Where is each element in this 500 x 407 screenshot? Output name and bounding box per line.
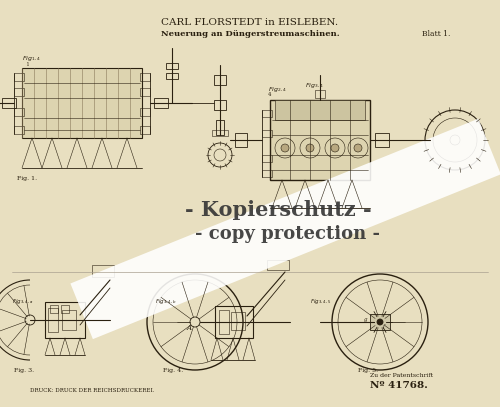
Text: Fig. 3.: Fig. 3.	[14, 368, 34, 373]
Bar	[140, 73, 150, 81]
Text: DRUCK: DRUCK DER REICHSDRUCKEREI.: DRUCK: DRUCK DER REICHSDRUCKEREI.	[30, 388, 154, 393]
Bar	[214, 75, 226, 85]
FancyBboxPatch shape	[70, 119, 500, 339]
Text: $Fig_{3,4}$: $Fig_{3,4}$	[305, 82, 324, 90]
Bar	[2, 98, 16, 108]
Text: $Fig_{2,4}$: $Fig_{2,4}$	[268, 86, 287, 94]
Bar	[275, 100, 365, 120]
Circle shape	[331, 144, 339, 152]
Text: f: f	[382, 324, 384, 329]
Bar	[14, 108, 24, 116]
Bar	[14, 126, 24, 134]
Bar	[262, 130, 272, 137]
Text: 1: 1	[22, 62, 30, 67]
Circle shape	[354, 144, 362, 152]
Text: Blatt 1.: Blatt 1.	[422, 30, 450, 38]
Text: $Fig_{3,4,5}$: $Fig_{3,4,5}$	[310, 298, 331, 306]
Bar	[370, 314, 390, 330]
Text: Neuerung an Düngerstreumaschinen.: Neuerung an Düngerstreumaschinen.	[160, 30, 340, 38]
Text: - copy protection -: - copy protection -	[195, 225, 380, 243]
Bar	[50, 305, 58, 313]
Circle shape	[281, 144, 289, 152]
Text: Nº 41768.: Nº 41768.	[370, 381, 428, 390]
Text: Fig. 1.: Fig. 1.	[17, 176, 37, 181]
Bar	[262, 155, 272, 162]
Bar	[166, 63, 178, 69]
Bar	[216, 120, 224, 135]
Bar	[45, 302, 85, 338]
Circle shape	[377, 319, 383, 325]
Bar	[219, 310, 229, 334]
Text: CARL FLORSTEDT in EISLEBEN.: CARL FLORSTEDT in EISLEBEN.	[162, 18, 338, 27]
Bar	[140, 108, 150, 116]
Circle shape	[25, 315, 35, 325]
Bar	[215, 306, 253, 338]
Circle shape	[374, 316, 386, 328]
Bar	[22, 68, 142, 138]
Bar	[267, 260, 289, 270]
Bar	[214, 100, 226, 110]
Bar	[375, 133, 389, 147]
Circle shape	[190, 317, 200, 327]
Text: Fig. 5.: Fig. 5.	[358, 368, 378, 373]
Text: Fig. 4.: Fig. 4.	[163, 368, 183, 373]
Circle shape	[450, 135, 460, 145]
Text: $Fig_{3,4,a}$: $Fig_{3,4,a}$	[12, 298, 33, 306]
Text: A: A	[187, 324, 192, 332]
Text: g: g	[364, 317, 368, 322]
Bar	[140, 88, 150, 96]
Bar	[62, 310, 76, 330]
Bar	[262, 170, 272, 177]
Text: Zu der Patentschrift: Zu der Patentschrift	[370, 373, 433, 378]
Bar	[212, 130, 228, 136]
Bar	[140, 126, 150, 134]
Bar	[154, 98, 168, 108]
Text: 4: 4	[268, 92, 272, 97]
Bar	[270, 100, 370, 180]
Bar	[315, 90, 325, 98]
Bar	[14, 73, 24, 81]
Bar	[262, 110, 272, 117]
Bar	[166, 73, 178, 79]
Text: - Kopierschutz -: - Kopierschutz -	[185, 200, 372, 220]
Bar	[14, 88, 24, 96]
Bar	[235, 133, 247, 147]
Text: $Fig_{1,4}$: $Fig_{1,4}$	[22, 55, 41, 63]
Bar	[92, 265, 114, 277]
Circle shape	[306, 144, 314, 152]
Bar	[61, 305, 69, 313]
Bar	[48, 308, 58, 332]
Bar	[231, 312, 245, 330]
Text: $Fig_{3,4,b}$: $Fig_{3,4,b}$	[155, 298, 176, 306]
